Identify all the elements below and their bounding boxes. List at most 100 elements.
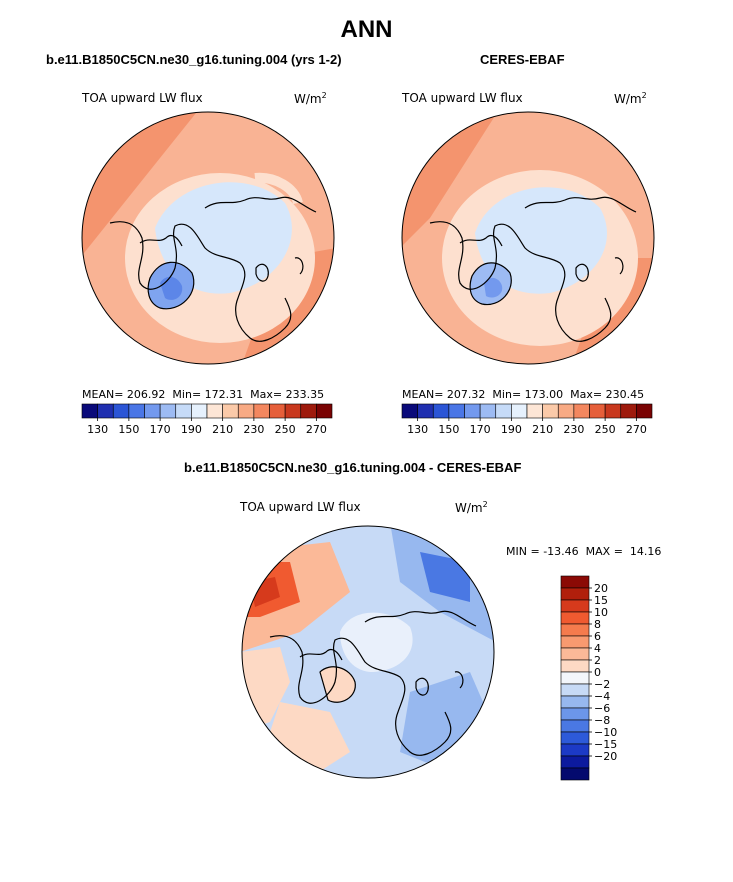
panel-2-colorbar-swatch xyxy=(542,403,559,419)
panel-2-colorbar-swatch xyxy=(511,403,528,419)
panel-2-units-label: W/m2 xyxy=(614,91,647,106)
panel-1-mean: 206.92 xyxy=(126,388,166,401)
panel-3-field-pole xyxy=(340,612,413,672)
panel-3-colorbar-swatch xyxy=(560,683,590,697)
panel-2-colorbar-tick-label: 270 xyxy=(626,423,647,436)
panel-1-colorbar-swatch xyxy=(81,403,98,419)
panel-2-colorbar: 130 150 170 190 210 230 250 270 xyxy=(401,403,653,436)
panel-3-colorbar-swatch xyxy=(560,611,590,625)
panel-1-colorbar-swatch xyxy=(128,403,145,419)
panel-3-field-siberia-cold xyxy=(420,552,470,602)
panel-2-colorbar-swatch xyxy=(573,403,590,419)
panel-1-colorbar-tick-label: 150 xyxy=(118,423,139,436)
panel-3-map-border xyxy=(241,525,495,779)
panel-3-colorbar-swatch xyxy=(560,575,590,589)
panel-2-colorbar-tick-label: 130 xyxy=(407,423,428,436)
panel-3-polar-map xyxy=(241,525,495,779)
panel-3-colorbar-tick-label: −2 xyxy=(594,678,610,691)
panel-3-max: 14.16 xyxy=(629,545,662,558)
panel-1-min: 172.31 xyxy=(204,388,244,401)
panel-3-colorbar-tick-label: 20 xyxy=(594,582,608,595)
panel-2-min: 173.00 xyxy=(524,388,564,401)
panel-1-colorbar-tick-label: 190 xyxy=(181,423,202,436)
panel-3-colorbar-swatch xyxy=(560,755,590,769)
panel-1-colorbar-swatch xyxy=(300,403,317,419)
panel-2-map-border xyxy=(401,111,655,365)
panel-3-colorbar-tick-label: 8 xyxy=(594,618,601,631)
panel-2-title: CERES-EBAF xyxy=(480,52,565,67)
panel-3-colorbar-swatch xyxy=(560,695,590,709)
panel-3-colorbar-swatch xyxy=(560,659,590,673)
panel-3-colorbar-swatch xyxy=(560,599,590,613)
panel-1-coastlines xyxy=(109,196,317,342)
panel-3-coastlines xyxy=(269,610,477,756)
panel-3-colorbar-swatch xyxy=(560,647,590,661)
panel-1-colorbar: 130 150 170 190 210 230 250 270 xyxy=(81,403,333,436)
panel-2-colorbar-swatch xyxy=(417,403,434,419)
panel-1-title: b.e11.B1850C5CN.ne30_g16.tuning.004 (yrs… xyxy=(46,52,342,67)
panel-1-colorbar-tick-label: 210 xyxy=(212,423,233,436)
panel-1-colorbar-swatch xyxy=(253,403,270,419)
panel-1-colorbar-swatch xyxy=(144,403,161,419)
panel-2-colorbar-swatch xyxy=(401,403,418,419)
panel-2-field-greenland-core xyxy=(484,277,503,298)
panel-2-max: 230.45 xyxy=(605,388,645,401)
panel-1-colorbar-swatch xyxy=(269,403,286,419)
panel-2-polar-map xyxy=(401,111,655,365)
panel-2-colorbar-tick-label: 150 xyxy=(438,423,459,436)
panel-3-colorbar-swatch xyxy=(560,623,590,637)
figure-title: ANN xyxy=(340,16,393,43)
panel-3-colorbar-swatch xyxy=(560,719,590,733)
panel-3-variable-label: TOA upward LW flux xyxy=(240,500,361,514)
panel-1-max: 233.35 xyxy=(285,388,325,401)
panel-3-min: -13.46 xyxy=(543,545,579,558)
panel-3-colorbar-tick-label: −4 xyxy=(594,690,610,703)
panel-1-colorbar-tick-label: 250 xyxy=(275,423,296,436)
panel-1-colorbar-swatch xyxy=(159,403,177,419)
panel-1-colorbar-swatch xyxy=(112,403,130,419)
panel-2-colorbar-tick-label: 170 xyxy=(470,423,491,436)
panel-1-units-label: W/m2 xyxy=(294,91,327,106)
panel-2-colorbar-swatch xyxy=(432,403,450,419)
panel-1-colorbar-swatch xyxy=(284,403,302,419)
panel-3-colorbar-tick-label: −10 xyxy=(594,726,617,739)
panel-3-colorbar-tick-label: 15 xyxy=(594,594,608,607)
panel-3-colorbar-swatch xyxy=(560,635,590,649)
panel-2-colorbar-swatch xyxy=(479,403,497,419)
panel-1-variable-label: TOA upward LW flux xyxy=(82,91,203,105)
panel-2-colorbar-swatch xyxy=(589,403,606,419)
panel-3-colorbar-tick-label: 2 xyxy=(594,654,601,667)
panel-2-colorbar-swatch xyxy=(464,403,481,419)
panel-3-colorbar-swatch xyxy=(560,707,590,721)
panel-1-colorbar-tick-label: 130 xyxy=(87,423,108,436)
panel-2-variable-label: TOA upward LW flux xyxy=(402,91,523,105)
panel-2-colorbar-swatch xyxy=(557,403,575,419)
panel-3-colorbar-tick-label: −15 xyxy=(594,738,617,751)
panel-3-colorbar-tick-label: −20 xyxy=(594,750,617,763)
panel-2-colorbar-swatch xyxy=(448,403,465,419)
panel-2-stats: MEAN= 207.32 Min= 173.00 Max= 230.45 xyxy=(402,388,645,401)
panel-2-mean: 207.32 xyxy=(446,388,486,401)
panel-3-colorbar-tick-label: −6 xyxy=(594,702,610,715)
panel-3-colorbar-swatch xyxy=(560,671,590,685)
panel-3-stats: MIN = -13.46 MAX = 14.16 xyxy=(506,545,662,558)
panel-3-title: b.e11.B1850C5CN.ne30_g16.tuning.004 - CE… xyxy=(184,460,522,475)
panel-1-colorbar-swatch xyxy=(237,403,255,419)
panel-3-colorbar-tick-label: 0 xyxy=(594,666,601,679)
panel-2-colorbar-swatch xyxy=(620,403,637,419)
panel-3-colorbar-tick-label: 6 xyxy=(594,630,601,643)
panel-3-colorbar-tick-label: 10 xyxy=(594,606,608,619)
panel-3-colorbar-tick-label: −8 xyxy=(594,714,610,727)
panel-2-field-arctic xyxy=(475,187,607,294)
panel-2-colorbar-swatch xyxy=(636,403,653,419)
panel-1-colorbar-swatch xyxy=(222,403,239,419)
panel-1-polar-map xyxy=(81,111,335,365)
panel-3-colorbar-tick-label: 4 xyxy=(594,642,601,655)
panel-3-colorbar-swatch xyxy=(560,587,590,601)
panel-1-colorbar-swatch xyxy=(175,403,192,419)
panel-3-colorbar-swatch xyxy=(560,743,590,757)
panel-1-colorbar-swatch xyxy=(206,403,223,419)
panel-2-colorbar-tick-label: 190 xyxy=(501,423,522,436)
panel-1-colorbar-tick-label: 270 xyxy=(306,423,327,436)
